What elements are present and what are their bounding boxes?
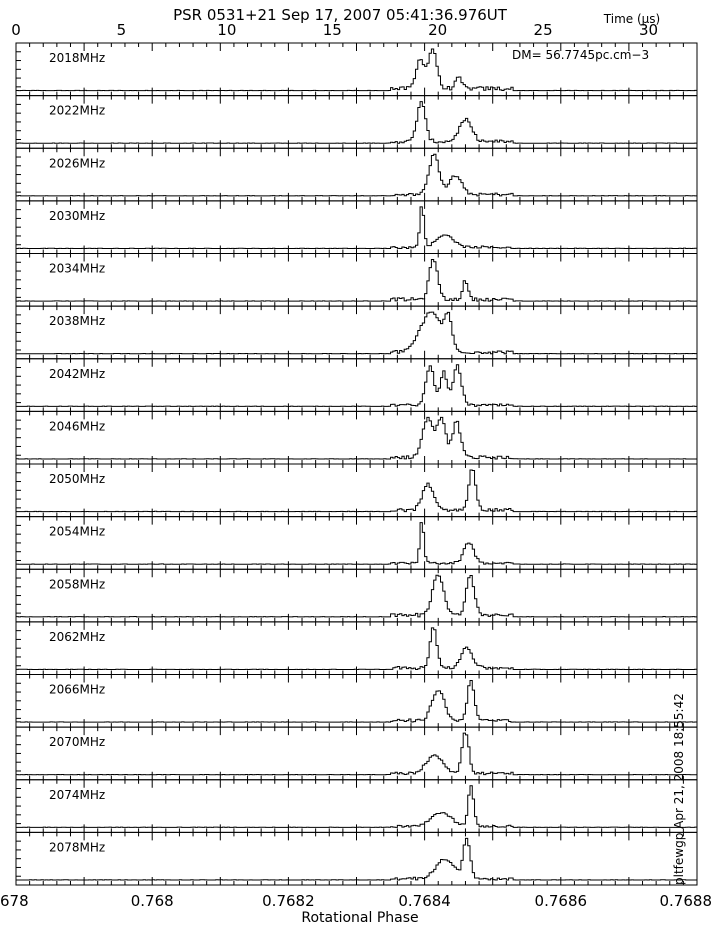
bottom-tick-label-3: 0.7684 <box>398 892 451 910</box>
profile-line-2062MHz <box>16 627 697 670</box>
panel-label: 2030MHz <box>49 209 105 223</box>
profile-line-2042MHz <box>16 364 697 407</box>
bottom-tick-label-5: 0.7688 <box>660 892 713 910</box>
top-tick-label-1: 5 <box>117 21 127 39</box>
profile-line-2066MHz <box>16 680 697 723</box>
panel-2070MHz: 2070MHz <box>15 726 698 781</box>
panel-2018MHz: 2018MHz <box>15 42 698 97</box>
bottom-tick-label-0: 678 <box>0 892 29 910</box>
panel-2062MHz: 2062MHz <box>15 621 698 675</box>
profile-line-2050MHz <box>16 469 697 513</box>
top-axis-label: Time (μs) <box>603 12 660 26</box>
profile-line-2018MHz <box>16 48 697 92</box>
panel-label: 2078MHz <box>49 840 105 854</box>
panel-2078MHz: 2078MHz <box>15 831 698 886</box>
panel-2058MHz: 2058MHz <box>15 568 698 623</box>
profile-line-2022MHz <box>16 101 697 144</box>
top-tick-label-2: 10 <box>217 21 236 39</box>
profile-line-2046MHz <box>16 416 697 460</box>
top-tick-label-4: 20 <box>428 21 447 39</box>
panel-label: 2066MHz <box>49 683 105 697</box>
chart-title: PSR 0531+21 Sep 17, 2007 05:41:36.976UT <box>173 6 508 24</box>
panel-label: 2046MHz <box>49 419 105 433</box>
panel-label: 2050MHz <box>49 472 105 486</box>
top-tick-label-5: 25 <box>534 21 553 39</box>
panel-2038MHz: 2038MHz <box>15 305 698 360</box>
panel-label: 2038MHz <box>49 314 105 328</box>
top-tick-label-3: 15 <box>323 21 342 39</box>
panel-label: 2062MHz <box>49 630 105 644</box>
panel-2054MHz: 2054MHz <box>15 516 698 570</box>
panel-2050MHz: 2050MHz <box>15 463 698 518</box>
top-tick-label-0: 0 <box>11 21 21 39</box>
panel-label: 2054MHz <box>49 525 105 539</box>
panel-2034MHz: 2034MHz <box>15 253 698 307</box>
panel-2066MHz: 2066MHz <box>15 674 698 728</box>
panel-2042MHz: 2042MHz <box>15 358 698 412</box>
top-tick-label-6: 30 <box>639 21 658 39</box>
panel-2074MHz: 2074MHz <box>15 779 698 833</box>
dm-annotation: DM= 56.7745pc.cm−3 <box>512 48 649 62</box>
panel-2026MHz: 2026MHz <box>15 147 698 202</box>
profile-line-2030MHz <box>16 206 697 249</box>
panel-label: 2034MHz <box>49 262 105 276</box>
panel-label: 2026MHz <box>49 156 105 170</box>
panel-2030MHz: 2030MHz <box>15 200 698 254</box>
panel-label: 2042MHz <box>49 367 105 381</box>
profile-line-2074MHz <box>16 785 697 828</box>
bottom-tick-label-1: 0.768 <box>131 892 174 910</box>
profile-line-2058MHz <box>16 574 697 618</box>
panel-2046MHz: 2046MHz <box>15 410 698 465</box>
side-note: pltfewgp Apr 21, 2008 18:55:42 <box>672 693 686 885</box>
profile-line-2070MHz <box>16 732 697 776</box>
profile-line-2038MHz <box>16 311 697 355</box>
bottom-tick-label-4: 0.7686 <box>535 892 588 910</box>
panel-label: 2070MHz <box>49 735 105 749</box>
profile-line-2026MHz <box>16 153 697 197</box>
panel-label: 2022MHz <box>49 104 105 118</box>
top-time-axis: 0 5 10 15 20 25 30 <box>11 21 658 39</box>
panel-label: 2058MHz <box>49 577 105 591</box>
bottom-phase-axis: 678 0.768 0.7682 0.7684 0.7686 0.7688 <box>0 892 712 910</box>
profile-line-2078MHz <box>16 837 697 881</box>
bottom-tick-label-2: 0.7682 <box>262 892 315 910</box>
profile-line-2054MHz <box>16 522 697 565</box>
panel-2022MHz: 2022MHz <box>15 95 698 149</box>
profile-line-2034MHz <box>16 259 697 302</box>
x-axis-label: Rotational Phase <box>301 910 418 926</box>
panel-label: 2074MHz <box>49 788 105 802</box>
frequency-panels: 2018MHz 2022MHz 2026MHz 2030MHz 2034MHz 2038M… <box>15 42 698 886</box>
panel-label: 2018MHz <box>49 51 105 65</box>
